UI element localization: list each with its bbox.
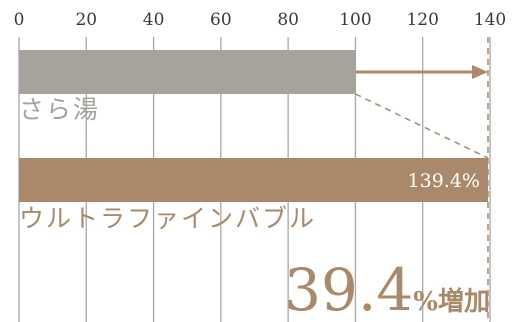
increase-annotation: 39.4%増加 [284,256,490,322]
x-tick-label: 80 [277,10,299,30]
diagonal-guide [355,93,489,159]
x-tick-label: 120 [406,10,438,30]
bar [19,158,488,202]
comparison-overlay [355,37,489,322]
x-tick-label: 40 [143,10,165,30]
x-tick-label: 0 [14,10,25,30]
category-label: ウルトラファインバブル [19,204,316,233]
increase-suffix: %増加 [413,287,490,317]
bar [19,50,356,94]
x-tick-label: 100 [339,10,371,30]
increase-arrow-head [471,65,488,79]
x-tick-label: 20 [75,10,97,30]
x-tick-label: 60 [210,10,232,30]
x-tick-label: 140 [474,10,506,30]
data-label: 139.4% [408,170,480,192]
bars [19,50,488,202]
category-label: さら湯 [19,95,100,124]
x-axis-ticks: 0 20 40 60 80 100 120 140 [14,10,507,30]
increase-number: 39.4 [284,256,413,322]
